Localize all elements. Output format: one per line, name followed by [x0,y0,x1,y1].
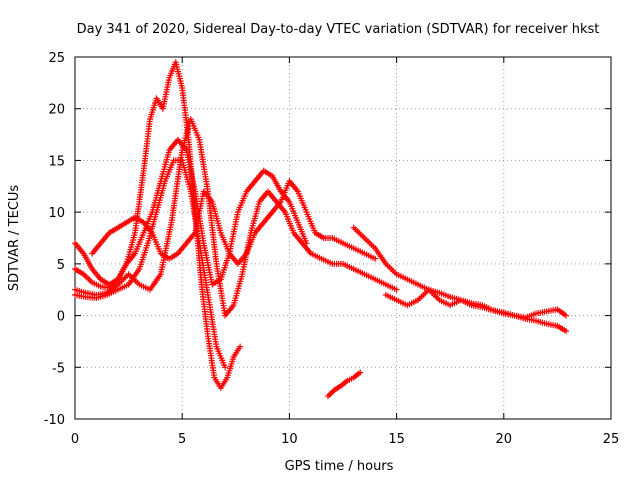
series-markers [89,178,379,267]
y-tick-label: 5 [57,258,65,273]
series-markers [325,369,364,400]
series-markers [350,224,569,321]
axis-ticks: 0 5 10 15 20 25 -10 -5 0 5 10 15 20 25 [44,51,620,447]
x-tick-label: 25 [603,432,620,447]
series-track-2 [72,136,310,291]
series-markers [72,136,310,291]
x-tick-label: 20 [496,432,513,447]
x-tick-label: 5 [178,432,186,447]
series-track-5 [89,178,379,267]
series-markers [382,286,569,335]
y-tick-label: 25 [48,51,65,66]
x-tick-label: 10 [281,432,298,447]
y-tick-label: 20 [48,103,65,118]
y-tick-label: 15 [48,154,65,169]
y-tick-label: -10 [44,413,65,428]
x-axis-label: GPS time / hours [285,459,394,474]
plot-frame [74,56,612,420]
series-track-7 [350,224,569,321]
y-axis-label: SDTVAR / TECUs [7,185,22,292]
x-tick-label: 15 [388,432,405,447]
series-line [385,289,567,332]
x-tick-label: 0 [71,432,79,447]
y-tick-label: 10 [48,206,65,221]
y-tick-label: -5 [52,361,65,376]
chart-title: Day 341 of 2020, Sidereal Day-to-day VTE… [77,22,600,37]
series-track-6 [325,369,364,400]
data-series [72,59,569,400]
series-line [353,227,567,319]
y-tick-label: 0 [57,310,65,325]
series-track-8 [382,286,569,335]
